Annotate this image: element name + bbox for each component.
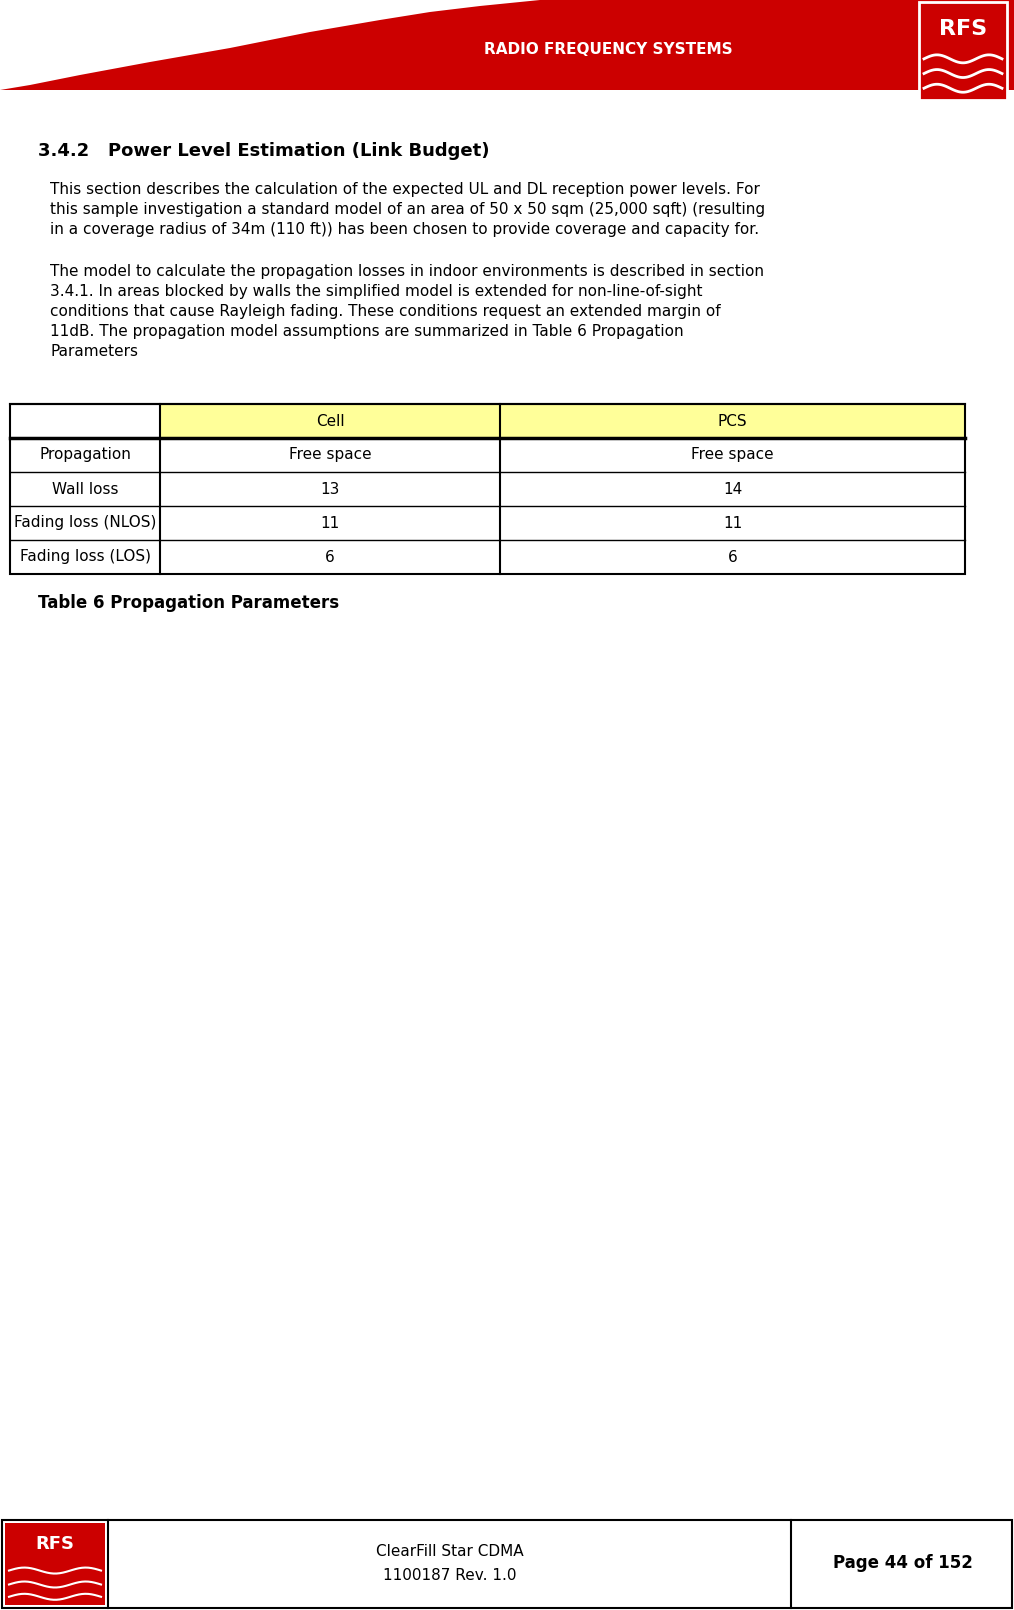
Bar	[10, 404, 965, 575]
Text: Free space: Free space	[692, 448, 774, 462]
Text: 11: 11	[320, 515, 340, 531]
Text: 6: 6	[325, 549, 335, 565]
Text: Parameters: Parameters	[50, 345, 138, 359]
Bar	[160, 404, 965, 438]
Text: Fading loss (NLOS): Fading loss (NLOS)	[14, 515, 156, 531]
Text: 1100187 Rev. 1.0: 1100187 Rev. 1.0	[382, 1568, 516, 1583]
Bar	[0, 0, 1014, 90]
Text: 14: 14	[723, 481, 742, 496]
Text: 3.4.1. In areas blocked by walls the simplified model is extended for non-line-o: 3.4.1. In areas blocked by walls the sim…	[50, 283, 703, 299]
Text: in a coverage radius of 34m (110 ft)) has been chosen to provide coverage and ca: in a coverage radius of 34m (110 ft)) ha…	[50, 222, 759, 237]
Text: conditions that cause Rayleigh fading. These conditions request an extended marg: conditions that cause Rayleigh fading. T…	[50, 304, 721, 319]
Text: 6: 6	[728, 549, 737, 565]
Text: 13: 13	[320, 481, 340, 496]
Text: RFS: RFS	[35, 1534, 74, 1552]
Text: Free space: Free space	[289, 448, 371, 462]
Text: This section describes the calculation of the expected UL and DL reception power: This section describes the calculation o…	[50, 182, 759, 196]
Text: Cell: Cell	[315, 414, 345, 428]
Text: ClearFill Star CDMA: ClearFill Star CDMA	[375, 1544, 523, 1558]
Text: RFS: RFS	[939, 19, 987, 39]
Text: 11dB. The propagation model assumptions are summarized in Table 6 Propagation: 11dB. The propagation model assumptions …	[50, 324, 683, 340]
Polygon shape	[0, 0, 540, 90]
Text: Fading loss (LOS): Fading loss (LOS)	[19, 549, 150, 565]
Text: 11: 11	[723, 515, 742, 531]
Bar	[2, 1520, 1012, 1608]
Text: 3.4.2   Power Level Estimation (Link Budget): 3.4.2 Power Level Estimation (Link Budge…	[38, 142, 490, 159]
Bar	[919, 2, 1007, 100]
Text: Propagation: Propagation	[40, 448, 131, 462]
Text: PCS: PCS	[718, 414, 747, 428]
Text: this sample investigation a standard model of an area of 50 x 50 sqm (25,000 sqf: this sample investigation a standard mod…	[50, 201, 766, 217]
Text: Page 44 of 152: Page 44 of 152	[832, 1554, 972, 1571]
Bar	[5, 1523, 105, 1605]
Text: Wall loss: Wall loss	[52, 481, 119, 496]
Text: The model to calculate the propagation losses in indoor environments is describe: The model to calculate the propagation l…	[50, 264, 764, 279]
Text: RADIO FREQUENCY SYSTEMS: RADIO FREQUENCY SYSTEMS	[484, 42, 733, 56]
Text: Table 6 Propagation Parameters: Table 6 Propagation Parameters	[38, 594, 339, 612]
